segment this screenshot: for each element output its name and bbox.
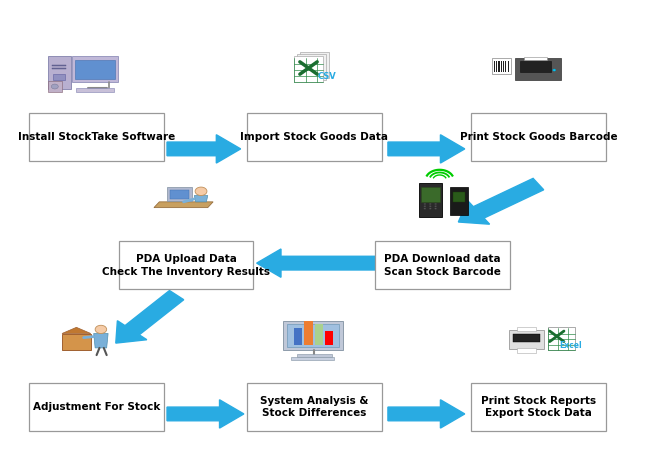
- Circle shape: [95, 325, 107, 334]
- FancyBboxPatch shape: [496, 61, 497, 72]
- FancyBboxPatch shape: [297, 354, 331, 357]
- FancyBboxPatch shape: [524, 57, 547, 60]
- FancyBboxPatch shape: [509, 330, 544, 349]
- Text: Print Stock Goods Barcode: Print Stock Goods Barcode: [460, 132, 617, 142]
- FancyBboxPatch shape: [494, 61, 495, 72]
- Text: Excel: Excel: [560, 341, 582, 350]
- Polygon shape: [388, 400, 465, 428]
- FancyBboxPatch shape: [375, 241, 510, 289]
- FancyBboxPatch shape: [503, 61, 504, 72]
- Polygon shape: [62, 334, 91, 350]
- FancyBboxPatch shape: [548, 327, 575, 350]
- FancyBboxPatch shape: [294, 328, 302, 345]
- FancyBboxPatch shape: [169, 190, 189, 199]
- Polygon shape: [388, 135, 465, 163]
- FancyBboxPatch shape: [75, 60, 115, 79]
- Circle shape: [435, 208, 437, 209]
- FancyBboxPatch shape: [517, 348, 536, 353]
- FancyBboxPatch shape: [453, 192, 465, 202]
- FancyBboxPatch shape: [501, 61, 502, 72]
- FancyBboxPatch shape: [29, 113, 164, 161]
- Polygon shape: [167, 400, 244, 428]
- FancyBboxPatch shape: [471, 113, 606, 161]
- FancyBboxPatch shape: [283, 321, 343, 350]
- FancyBboxPatch shape: [300, 51, 329, 78]
- FancyBboxPatch shape: [513, 334, 540, 342]
- Text: PDA Upload Data
Check The Inventory Results: PDA Upload Data Check The Inventory Resu…: [102, 254, 270, 277]
- FancyBboxPatch shape: [315, 325, 323, 345]
- FancyBboxPatch shape: [471, 383, 606, 431]
- Circle shape: [424, 208, 426, 209]
- FancyBboxPatch shape: [52, 68, 66, 69]
- FancyBboxPatch shape: [29, 383, 164, 431]
- Text: System Analysis &
Stock Differences: System Analysis & Stock Differences: [260, 396, 368, 418]
- FancyBboxPatch shape: [516, 58, 562, 80]
- Polygon shape: [257, 249, 388, 278]
- FancyBboxPatch shape: [305, 321, 313, 345]
- Circle shape: [424, 206, 426, 207]
- FancyBboxPatch shape: [294, 56, 323, 82]
- FancyBboxPatch shape: [508, 61, 509, 72]
- Circle shape: [429, 206, 432, 207]
- Polygon shape: [116, 290, 183, 343]
- Text: Import Stock Goods Data: Import Stock Goods Data: [240, 132, 388, 142]
- FancyBboxPatch shape: [247, 383, 382, 431]
- Circle shape: [429, 208, 432, 209]
- FancyBboxPatch shape: [72, 56, 118, 82]
- Circle shape: [435, 203, 437, 205]
- FancyBboxPatch shape: [77, 88, 114, 92]
- FancyBboxPatch shape: [297, 54, 325, 80]
- Circle shape: [429, 203, 432, 205]
- FancyBboxPatch shape: [47, 56, 71, 89]
- Circle shape: [424, 203, 426, 205]
- Polygon shape: [167, 135, 241, 163]
- FancyBboxPatch shape: [247, 113, 382, 161]
- FancyBboxPatch shape: [520, 61, 552, 72]
- FancyBboxPatch shape: [119, 241, 253, 289]
- Polygon shape: [62, 327, 91, 334]
- Text: Print Stock Reports
Export Stock Data: Print Stock Reports Export Stock Data: [481, 396, 596, 418]
- Text: CSV: CSV: [318, 72, 337, 81]
- Circle shape: [51, 84, 58, 89]
- FancyBboxPatch shape: [420, 183, 442, 217]
- Polygon shape: [154, 202, 213, 208]
- Text: Adjustment For Stock: Adjustment For Stock: [33, 402, 160, 412]
- Polygon shape: [194, 196, 207, 202]
- FancyBboxPatch shape: [47, 81, 62, 92]
- FancyBboxPatch shape: [517, 327, 536, 331]
- Polygon shape: [93, 334, 108, 348]
- FancyBboxPatch shape: [53, 74, 65, 80]
- Circle shape: [435, 206, 437, 207]
- FancyBboxPatch shape: [291, 357, 334, 360]
- FancyBboxPatch shape: [450, 187, 468, 215]
- FancyBboxPatch shape: [498, 61, 500, 72]
- FancyBboxPatch shape: [422, 188, 440, 202]
- Text: Install StockTake Software: Install StockTake Software: [18, 132, 175, 142]
- Circle shape: [553, 69, 556, 71]
- FancyBboxPatch shape: [325, 331, 334, 345]
- FancyBboxPatch shape: [52, 65, 66, 66]
- Text: PDA Download data
Scan Stock Barcode: PDA Download data Scan Stock Barcode: [384, 254, 501, 277]
- FancyBboxPatch shape: [492, 58, 511, 74]
- Circle shape: [195, 187, 207, 196]
- FancyBboxPatch shape: [167, 188, 191, 201]
- Polygon shape: [458, 178, 544, 224]
- FancyBboxPatch shape: [287, 324, 339, 347]
